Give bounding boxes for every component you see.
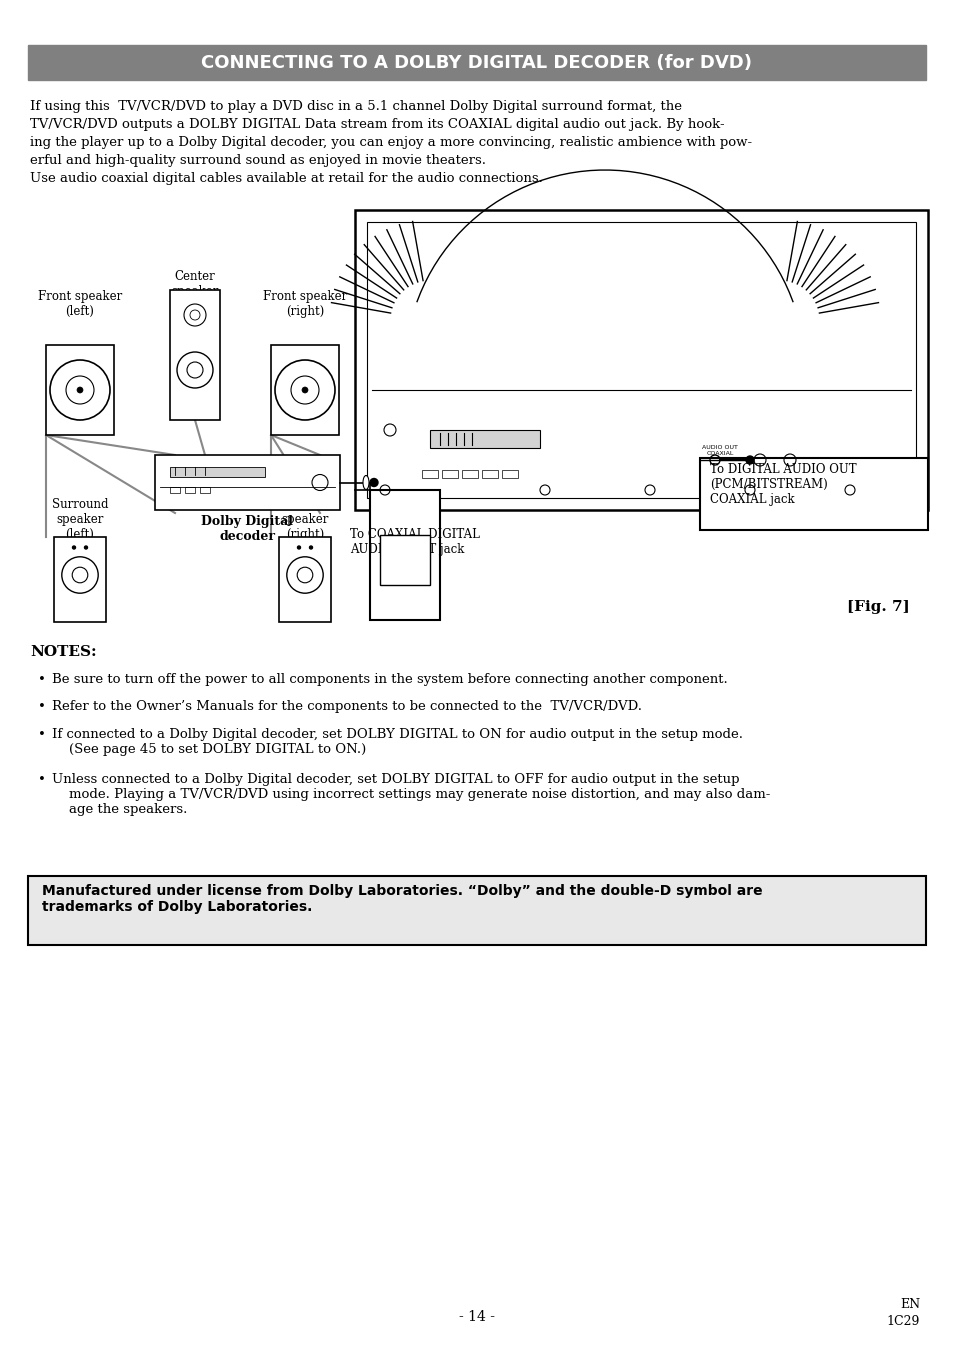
- Text: To COAXIAL DIGITAL
AUDIO INPUT jack: To COAXIAL DIGITAL AUDIO INPUT jack: [350, 528, 479, 555]
- Bar: [28, 44, 925, 80]
- Ellipse shape: [370, 479, 377, 487]
- Bar: [278, 538, 331, 623]
- Text: Front speaker
(left): Front speaker (left): [38, 290, 122, 318]
- Bar: [271, 345, 338, 435]
- Text: If using this  TV/VCR/DVD to play a DVD disc in a 5.1 channel Dolby Digital surr: If using this TV/VCR/DVD to play a DVD d…: [30, 100, 681, 113]
- Text: CONNECTING TO A DOLBY DIGITAL DECODER (for DVD): CONNECTING TO A DOLBY DIGITAL DECODER (f…: [201, 54, 752, 71]
- Bar: [355, 210, 927, 510]
- Text: Center
speaker: Center speaker: [172, 270, 218, 298]
- Ellipse shape: [297, 546, 300, 549]
- Bar: [441, 470, 457, 479]
- Text: AUDIO OUT
COAXIAL: AUDIO OUT COAXIAL: [701, 445, 738, 456]
- Text: •: •: [38, 728, 46, 741]
- Text: Surround
speaker
(left): Surround speaker (left): [51, 497, 108, 541]
- Text: erful and high-quality surround sound as enjoyed in movie theaters.: erful and high-quality surround sound as…: [30, 154, 485, 167]
- Bar: [185, 487, 194, 493]
- Bar: [379, 535, 430, 585]
- Bar: [28, 876, 925, 945]
- Ellipse shape: [745, 456, 753, 464]
- Bar: [501, 470, 517, 479]
- Text: Subwoofer: Subwoofer: [373, 497, 436, 511]
- Bar: [700, 458, 927, 530]
- Bar: [200, 487, 210, 493]
- Text: TV/VCR/DVD outputs a DOLBY DIGITAL Data stream from its COAXIAL digital audio ou: TV/VCR/DVD outputs a DOLBY DIGITAL Data …: [30, 119, 724, 131]
- Text: Dolby Digital
decoder: Dolby Digital decoder: [201, 515, 294, 543]
- Bar: [370, 491, 439, 620]
- Text: To DIGITAL AUDIO OUT
(PCM/BITSTREAM)
COAXIAL jack: To DIGITAL AUDIO OUT (PCM/BITSTREAM) COA…: [709, 462, 856, 506]
- Ellipse shape: [363, 476, 369, 489]
- Text: Front speaker
(right): Front speaker (right): [263, 290, 347, 318]
- Bar: [421, 470, 437, 479]
- Bar: [481, 470, 497, 479]
- Text: Unless connected to a Dolby Digital decoder, set DOLBY DIGITAL to OFF for audio : Unless connected to a Dolby Digital deco…: [52, 772, 770, 816]
- Text: Surround
speaker
(right): Surround speaker (right): [276, 497, 333, 541]
- Ellipse shape: [302, 387, 308, 394]
- Text: •: •: [38, 701, 46, 713]
- Bar: [170, 466, 265, 477]
- Text: EN: EN: [899, 1298, 919, 1312]
- Text: Manufactured under license from Dolby Laboratories. “Dolby” and the double-D sym: Manufactured under license from Dolby La…: [42, 884, 761, 914]
- Text: NOTES:: NOTES:: [30, 644, 96, 659]
- Bar: [54, 538, 106, 623]
- Bar: [461, 470, 477, 479]
- Text: Refer to the Owner’s Manuals for the components to be connected to the  TV/VCR/D: Refer to the Owner’s Manuals for the com…: [52, 701, 641, 713]
- Ellipse shape: [309, 546, 313, 549]
- Text: 1C29: 1C29: [885, 1316, 919, 1328]
- Bar: [154, 456, 339, 510]
- Text: Be sure to turn off the power to all components in the system before connecting : Be sure to turn off the power to all com…: [52, 673, 727, 686]
- Text: [Fig. 7]: [Fig. 7]: [846, 600, 909, 613]
- Ellipse shape: [85, 546, 88, 549]
- Text: - 14 -: - 14 -: [458, 1310, 495, 1324]
- Text: •: •: [38, 673, 46, 686]
- Bar: [367, 222, 915, 497]
- Ellipse shape: [72, 546, 75, 549]
- Text: •: •: [38, 772, 46, 786]
- Text: Use audio coaxial digital cables available at retail for the audio connections.: Use audio coaxial digital cables availab…: [30, 173, 542, 185]
- Bar: [170, 487, 180, 493]
- Bar: [46, 345, 113, 435]
- Text: If connected to a Dolby Digital decoder, set DOLBY DIGITAL to ON for audio outpu: If connected to a Dolby Digital decoder,…: [52, 728, 742, 756]
- Bar: [430, 430, 539, 448]
- Ellipse shape: [77, 387, 83, 394]
- Text: ing the player up to a Dolby Digital decoder, you can enjoy a more convincing, r: ing the player up to a Dolby Digital dec…: [30, 136, 751, 150]
- Bar: [170, 290, 220, 421]
